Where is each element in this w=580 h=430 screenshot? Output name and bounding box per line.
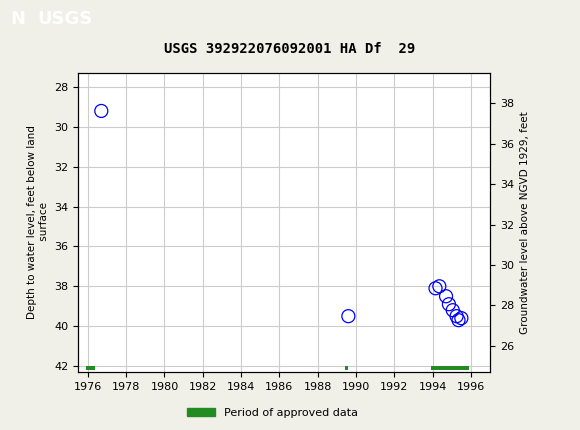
Point xyxy=(434,283,444,290)
Y-axis label: Depth to water level, feet below land
 surface: Depth to water level, feet below land su… xyxy=(27,126,49,319)
Point xyxy=(452,313,461,319)
Point xyxy=(97,108,106,114)
Point xyxy=(444,301,454,307)
Bar xyxy=(345,366,349,370)
Point xyxy=(454,317,463,324)
Point xyxy=(448,307,458,313)
Point xyxy=(431,285,440,292)
Y-axis label: Groundwater level above NGVD 1929, feet: Groundwater level above NGVD 1929, feet xyxy=(520,111,530,334)
Bar xyxy=(431,366,469,370)
Point xyxy=(344,313,353,319)
Point xyxy=(456,315,466,322)
Text: N: N xyxy=(10,10,26,28)
Bar xyxy=(86,366,95,370)
Text: USGS: USGS xyxy=(38,10,93,28)
Text: USGS 392922076092001 HA Df  29: USGS 392922076092001 HA Df 29 xyxy=(164,42,416,56)
Point xyxy=(441,293,451,300)
Legend: Period of approved data: Period of approved data xyxy=(183,403,362,422)
